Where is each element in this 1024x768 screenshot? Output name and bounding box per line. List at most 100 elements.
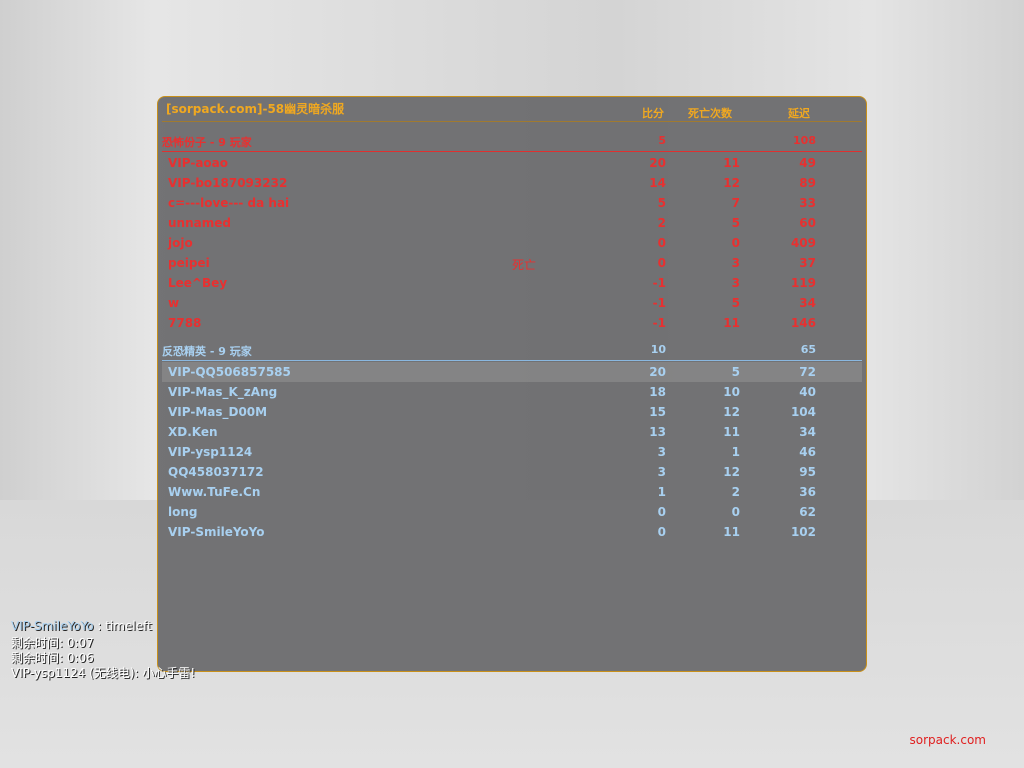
deaths: 1 (731, 445, 740, 459)
deaths: 3 (731, 256, 740, 270)
deaths: 2 (731, 485, 740, 499)
score: 3 (657, 445, 666, 459)
score: 5 (657, 196, 666, 210)
player-row: VIP-ysp1124 3 1 46 (162, 442, 862, 462)
player-row: w -1 5 34 (162, 293, 862, 313)
player-name: QQ458037172 (168, 465, 264, 479)
status: 死亡 (512, 258, 537, 272)
score: 0 (657, 505, 666, 519)
player-row: unnamed 2 5 60 (162, 213, 862, 233)
ping: 40 (799, 385, 816, 399)
player-row: VIP-bo187093232 14 12 89 (162, 173, 862, 193)
score: 15 (649, 405, 666, 419)
header-ping: 延迟 (788, 107, 810, 120)
player-row: VIP-aoao 20 11 49 (162, 153, 862, 173)
chat-sender: VIP-SmileYoYo (11, 619, 94, 633)
score: 1 (657, 485, 666, 499)
player-row: VIP-Mas_K_zAng 18 10 40 (162, 382, 862, 402)
header-score: 比分 (642, 107, 664, 120)
ping: 33 (799, 196, 816, 210)
deaths: 11 (723, 425, 740, 439)
deaths: 7 (731, 196, 740, 210)
ping: 119 (790, 276, 816, 290)
player-name: Www.TuFe.Cn (168, 485, 261, 499)
scoreboard: [sorpack.com]-58幽灵暗杀服 比分 死亡次数 延迟 恐怖份子 - … (157, 96, 867, 672)
ping: 34 (799, 425, 816, 439)
player-name: 恐怖份子 - 9 玩家 (162, 136, 252, 149)
player-name: XD.Ken (168, 425, 218, 439)
score: -1 (652, 276, 666, 290)
player-row: VIP-Mas_D00M 15 12 104 (162, 402, 862, 422)
player-row: VIP-QQ506857585 20 5 72 (162, 362, 862, 382)
deaths: 5 (731, 216, 740, 230)
score: 2 (657, 216, 666, 230)
player-name: VIP-aoao (168, 156, 228, 170)
player-name: long (168, 505, 198, 519)
ping: 108 (793, 134, 816, 147)
score: -1 (652, 296, 666, 310)
player-name: Lee^Bey (168, 276, 228, 290)
deaths: 12 (723, 176, 740, 190)
player-name: VIP-Mas_K_zAng (168, 385, 278, 399)
player-name: unnamed (168, 216, 231, 230)
player-name: VIP-ysp1124 (168, 445, 253, 459)
player-name: VIP-SmileYoYo (168, 525, 265, 539)
ping: 146 (790, 316, 816, 330)
header-deaths: 死亡次数 (688, 107, 732, 120)
player-row: jojo 0 0 409 (162, 233, 862, 253)
ping: 36 (799, 485, 816, 499)
score: 10 (650, 343, 666, 356)
ping: 72 (799, 365, 816, 379)
chat-line: 剩余时间: 0:07 (11, 634, 94, 651)
server-title: [sorpack.com]-58幽灵暗杀服 (166, 102, 345, 116)
ct_team-header: 反恐精英 - 9 玩家 10 65 (162, 340, 862, 361)
player-name: peipei (168, 256, 210, 270)
score: -1 (652, 316, 666, 330)
score: 13 (649, 425, 666, 439)
player-row: XD.Ken 13 11 34 (162, 422, 862, 442)
player-name: c=---love--- da hai (168, 196, 290, 210)
deaths: 5 (731, 365, 740, 379)
score: 0 (657, 236, 666, 250)
player-name: 反恐精英 - 9 玩家 (162, 345, 252, 358)
score: 3 (657, 465, 666, 479)
player-row: Www.TuFe.Cn 1 2 36 (162, 482, 862, 502)
ping: 60 (799, 216, 816, 230)
score: 5 (658, 134, 666, 147)
t_team-header: 恐怖份子 - 9 玩家 5 108 (162, 131, 862, 152)
header-divider (162, 121, 862, 122)
score: 20 (649, 156, 666, 170)
deaths: 5 (731, 296, 740, 310)
chat-line: VIP-ysp1124 (无线电): 小心手雷! (11, 664, 195, 681)
player-name: VIP-Mas_D00M (168, 405, 268, 419)
deaths: 12 (723, 465, 740, 479)
score: 0 (657, 525, 666, 539)
deaths: 3 (731, 276, 740, 290)
deaths: 0 (731, 505, 740, 519)
score: 14 (649, 176, 666, 190)
watermark: sorpack.com (909, 733, 987, 747)
ping: 49 (799, 156, 816, 170)
player-name: VIP-QQ506857585 (168, 365, 291, 379)
ping: 34 (799, 296, 816, 310)
deaths: 11 (723, 525, 740, 539)
player-name: 7788 (168, 316, 202, 330)
player-row: long 0 0 62 (162, 502, 862, 522)
score: 18 (649, 385, 666, 399)
ping: 409 (790, 236, 816, 250)
player-row: Lee^Bey -1 3 119 (162, 273, 862, 293)
chat-line: 剩余时间: 0:06 (11, 649, 94, 666)
ping: 104 (790, 405, 816, 419)
player-name: VIP-bo187093232 (168, 176, 288, 190)
deaths: 0 (731, 236, 740, 250)
ping: 62 (799, 505, 816, 519)
deaths: 12 (723, 405, 740, 419)
chat-text: : timeleft (93, 619, 152, 633)
player-row: peipei 0 3 37 死亡 (162, 253, 862, 273)
score: 0 (657, 256, 666, 270)
ping: 102 (790, 525, 816, 539)
deaths: 11 (723, 316, 740, 330)
ping: 46 (799, 445, 816, 459)
deaths: 11 (723, 156, 740, 170)
player-row: 7788 -1 11 146 (162, 313, 862, 333)
